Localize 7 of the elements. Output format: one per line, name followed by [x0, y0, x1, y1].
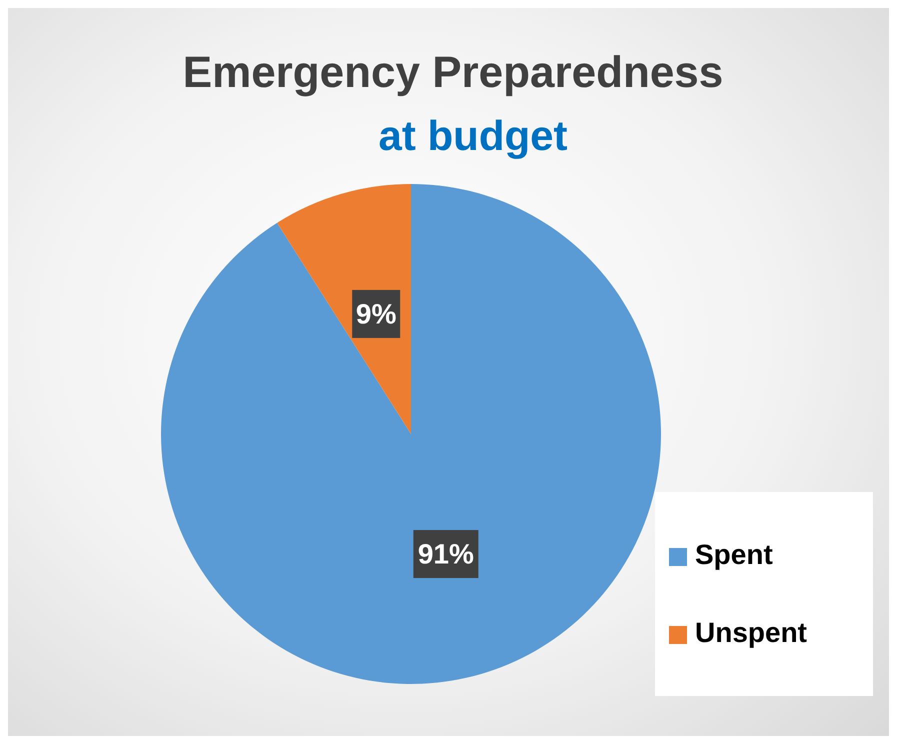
data-label: 9% — [356, 298, 396, 330]
chart-subtitle: at budget — [378, 112, 568, 160]
legend-label: Unspent — [695, 617, 807, 648]
legend-label: Spent — [695, 539, 773, 570]
chart-title: Emergency Preparedness — [182, 48, 724, 98]
pie-slice — [161, 184, 661, 684]
data-label: 91% — [418, 538, 474, 570]
